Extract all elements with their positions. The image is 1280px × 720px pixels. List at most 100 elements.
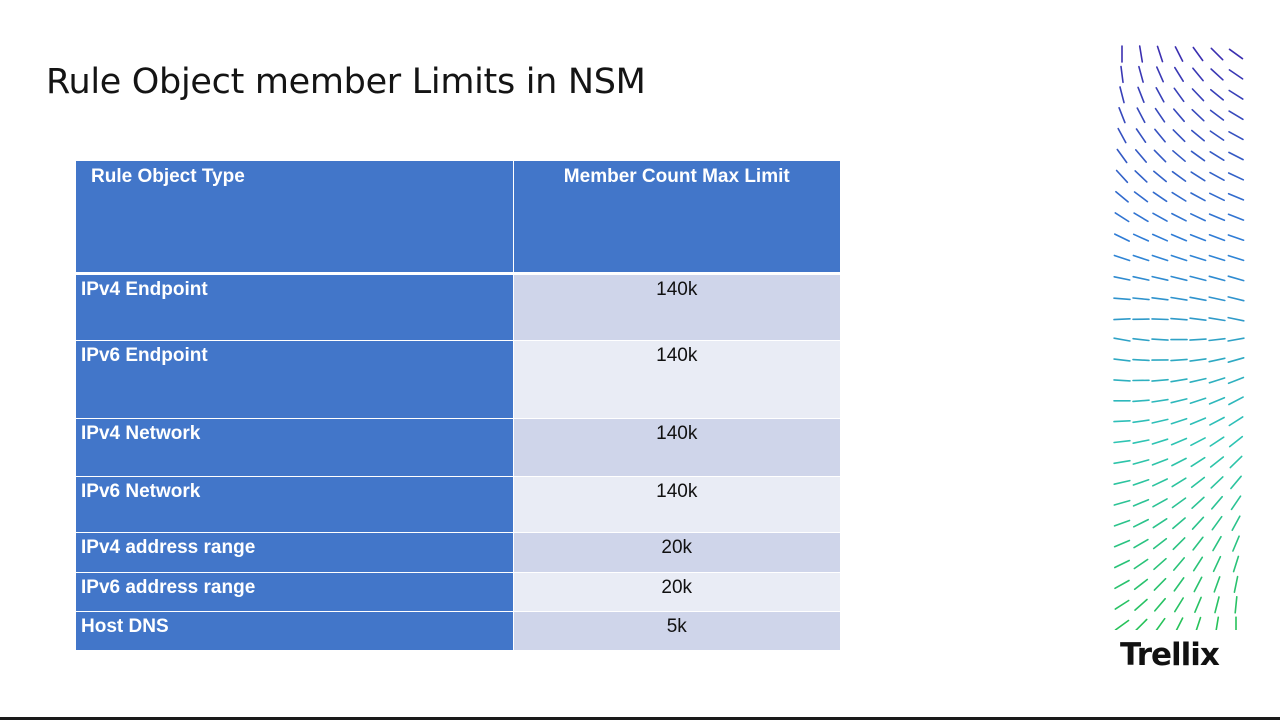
rule-object-type-cell: IPv6 Network: [76, 476, 514, 533]
pattern-dash: [1209, 456, 1225, 468]
pattern-dash: [1133, 578, 1149, 591]
pattern-dash: [1170, 398, 1188, 404]
table-header-row: Rule Object Type Member Count Max Limit: [76, 161, 840, 275]
limits-table: Rule Object Type Member Count Max Limit …: [76, 161, 840, 650]
pattern-dash: [1116, 148, 1128, 164]
pattern-dash: [1114, 233, 1131, 242]
pattern-dash: [1133, 538, 1149, 549]
member-limit-cell: 140k: [513, 273, 840, 341]
pattern-dash: [1136, 107, 1146, 124]
header-member-count-max-limit: Member Count Max Limit: [513, 161, 840, 275]
pattern-dash: [1113, 519, 1131, 527]
pattern-dash: [1170, 254, 1188, 262]
pattern-dash: [1209, 151, 1225, 161]
pattern-dash: [1209, 130, 1225, 141]
pattern-dash: [1156, 45, 1164, 63]
pattern-dash: [1151, 296, 1169, 301]
pattern-dash: [1113, 358, 1131, 362]
pattern-dash: [1229, 455, 1243, 469]
pattern-dash: [1192, 46, 1204, 62]
pattern-dash: [1172, 150, 1186, 162]
pattern-dash: [1227, 172, 1245, 181]
pattern-dash: [1113, 297, 1131, 301]
pattern-dash: [1113, 539, 1131, 548]
pattern-dash: [1117, 127, 1127, 144]
pattern-dash: [1132, 419, 1150, 424]
pattern-dash: [1208, 296, 1226, 302]
pattern-dash: [1215, 616, 1220, 630]
pattern-dash: [1189, 377, 1207, 384]
pattern-dash: [1190, 192, 1206, 202]
pattern-dash: [1115, 190, 1129, 203]
member-limit-cell: 140k: [513, 340, 840, 419]
member-limit-cell: 140k: [513, 418, 840, 477]
pattern-dash: [1189, 397, 1207, 405]
pattern-dash: [1174, 66, 1184, 83]
pattern-dash: [1228, 69, 1244, 80]
pattern-dash: [1208, 275, 1226, 282]
pattern-dash: [1210, 88, 1224, 101]
pattern-dash: [1190, 437, 1206, 447]
pattern-dash: [1132, 358, 1150, 362]
rule-object-type-cell: IPv6 Endpoint: [76, 340, 514, 419]
pattern-dash: [1114, 619, 1130, 630]
pattern-dash: [1213, 576, 1221, 593]
pattern-dash: [1151, 378, 1169, 382]
pattern-dash: [1171, 497, 1187, 509]
pattern-dash: [1227, 213, 1245, 221]
rule-object-type-cell: IPv4 Endpoint: [76, 273, 514, 341]
pattern-dash: [1113, 459, 1131, 465]
pattern-dash: [1211, 515, 1223, 531]
pattern-dash: [1170, 417, 1188, 425]
pattern-dash: [1208, 337, 1226, 342]
pattern-dash: [1208, 396, 1226, 405]
pattern-dash: [1113, 337, 1131, 342]
pattern-dash: [1174, 597, 1184, 613]
pattern-dash: [1232, 535, 1240, 552]
pattern-dash: [1227, 254, 1245, 262]
slide-title: Rule Object member Limits in NSM: [46, 62, 646, 102]
pattern-dash: [1152, 537, 1168, 550]
pattern-dash: [1152, 212, 1168, 222]
pattern-dash: [1132, 459, 1150, 465]
pattern-dash: [1171, 477, 1187, 488]
rule-object-type-cell: IPv6 address range: [76, 572, 514, 612]
pattern-dash: [1134, 170, 1148, 183]
table-row: IPv4 Endpoint 140k: [76, 273, 840, 341]
pattern-dash: [1208, 234, 1226, 242]
pattern-dash: [1211, 495, 1223, 510]
member-limit-cell: 5k: [513, 611, 840, 650]
pattern-dash: [1173, 108, 1185, 123]
pattern-dash: [1170, 437, 1188, 446]
pattern-dash: [1113, 479, 1131, 486]
pattern-dash: [1172, 129, 1186, 143]
member-limit-cell: 20k: [513, 572, 840, 612]
pattern-dash: [1132, 518, 1150, 528]
pattern-dash: [1132, 399, 1150, 403]
pattern-dash: [1190, 213, 1206, 222]
pattern-dash: [1113, 317, 1131, 321]
pattern-dash: [1151, 254, 1169, 262]
table-row: IPv6 address range 20k: [76, 572, 840, 612]
dash-pattern-graphic: [1113, 45, 1245, 630]
pattern-dash: [1155, 66, 1165, 83]
pattern-dash: [1231, 515, 1241, 532]
pattern-dash: [1132, 297, 1150, 301]
pattern-dash: [1115, 169, 1129, 184]
pattern-dash: [1155, 86, 1165, 103]
pattern-dash: [1227, 337, 1245, 342]
pattern-dash: [1171, 170, 1187, 182]
pattern-dash: [1118, 107, 1126, 124]
pattern-dash: [1191, 129, 1205, 142]
pattern-dash: [1210, 68, 1224, 81]
pattern-dash: [1134, 149, 1148, 163]
table-row: IPv4 Network 140k: [76, 418, 840, 477]
table-row: IPv6 Endpoint 140k: [76, 340, 840, 419]
pattern-dash: [1151, 478, 1169, 487]
pattern-dash: [1227, 376, 1245, 385]
pattern-dash: [1132, 498, 1150, 507]
pattern-dash: [1228, 89, 1244, 100]
pattern-dash: [1208, 377, 1226, 384]
pattern-dash: [1170, 275, 1188, 282]
pattern-dash: [1132, 254, 1150, 262]
